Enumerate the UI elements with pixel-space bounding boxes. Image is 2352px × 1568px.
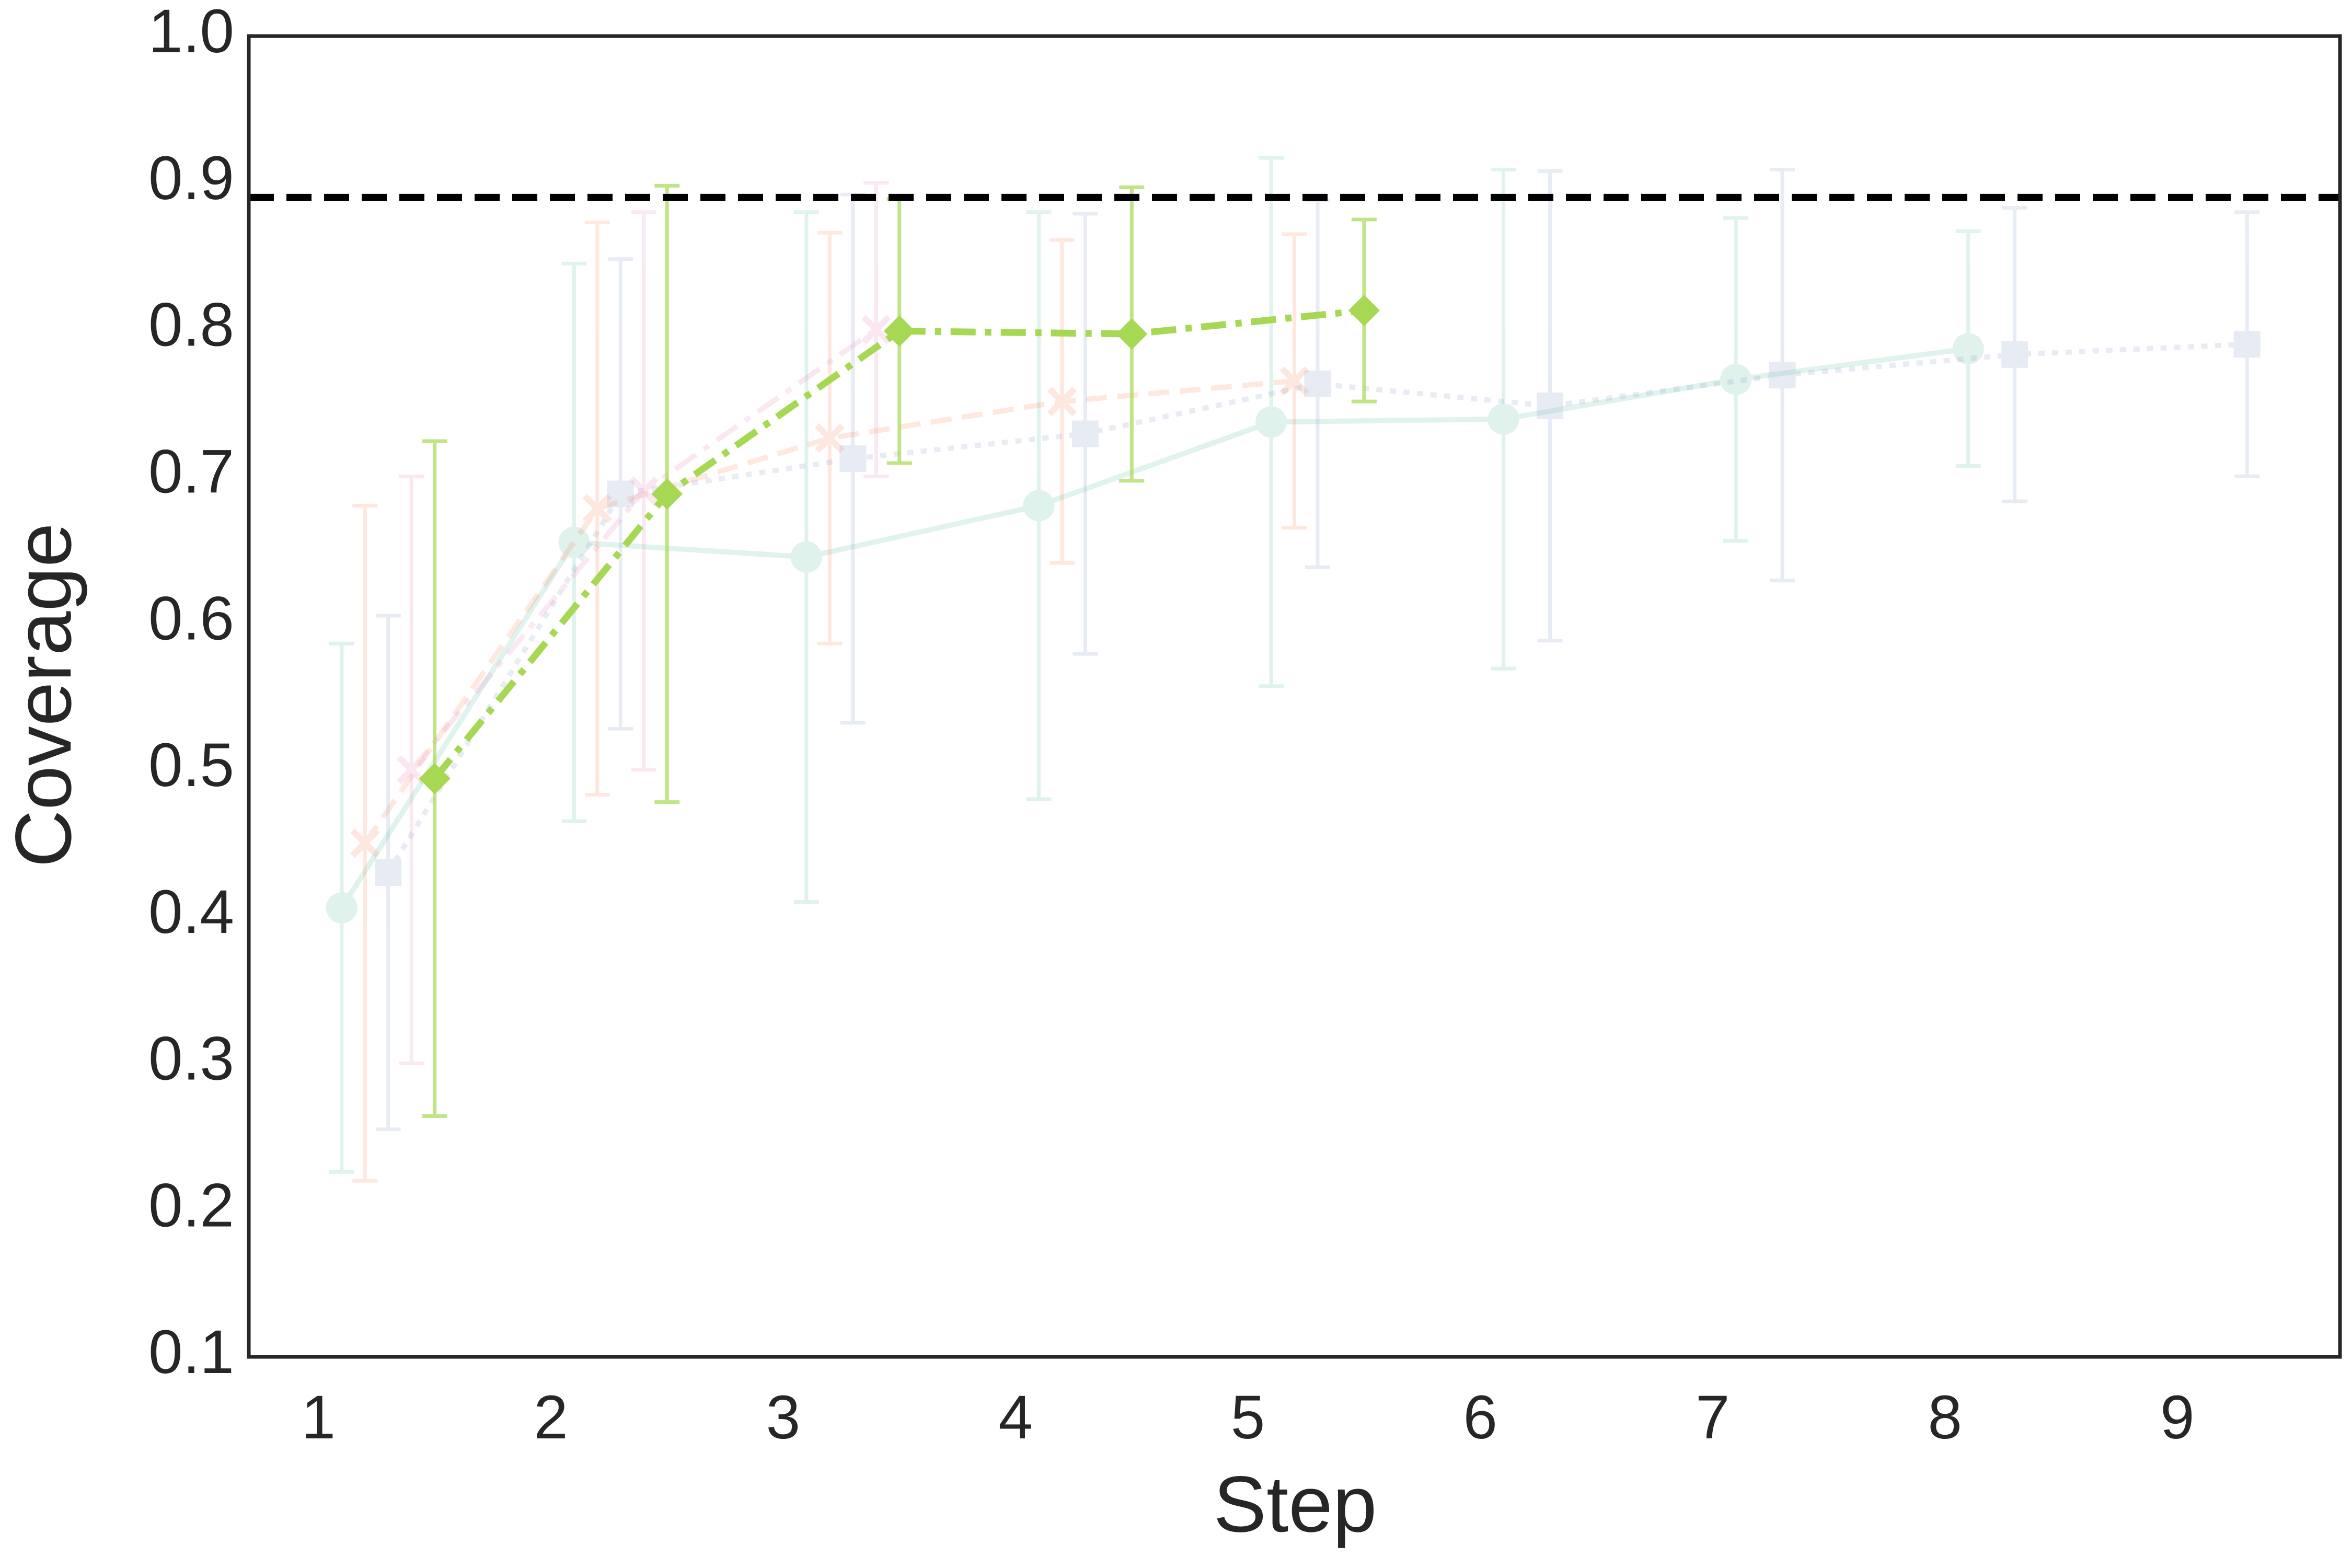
error-bar xyxy=(1282,232,1307,530)
x-axis-label: Step xyxy=(1214,1460,1377,1549)
error-bar xyxy=(2234,210,2260,478)
series xyxy=(350,221,1309,1183)
x-tick-label: 7 xyxy=(1696,1383,1730,1452)
marker xyxy=(419,763,451,794)
error-bar xyxy=(375,614,401,1132)
marker xyxy=(2001,341,2028,368)
error-bar xyxy=(399,474,424,1065)
error-bar xyxy=(631,210,656,772)
error-bar xyxy=(1491,168,1516,671)
y-tick-label: 0.9 xyxy=(148,144,234,213)
x-tick-label: 6 xyxy=(1463,1383,1497,1452)
series-line xyxy=(339,346,1969,909)
series-line xyxy=(386,341,2247,874)
error-bar xyxy=(1073,212,1098,656)
marker xyxy=(1537,393,1564,420)
series-line xyxy=(363,378,1295,845)
error-bar xyxy=(793,210,819,904)
marker xyxy=(790,541,822,573)
marker xyxy=(2233,331,2261,358)
y-tick-label: 0.6 xyxy=(148,584,234,653)
y-tick-label: 0.4 xyxy=(148,878,234,947)
marker xyxy=(883,315,915,347)
x-tick-label: 9 xyxy=(2160,1383,2195,1452)
marker xyxy=(1304,370,1331,397)
marker xyxy=(1720,364,1752,396)
error-bar xyxy=(352,503,378,1183)
marker xyxy=(1279,366,1309,396)
x-tick-label: 8 xyxy=(1928,1383,1962,1452)
marker xyxy=(1071,420,1099,447)
marker xyxy=(1023,490,1055,522)
x-tick-label: 5 xyxy=(1231,1383,1265,1452)
plot-frame xyxy=(247,34,2342,1359)
marker xyxy=(1348,295,1380,327)
error-bar xyxy=(863,181,889,478)
marker xyxy=(1047,386,1077,417)
marker xyxy=(861,315,891,344)
series-line xyxy=(432,307,1365,781)
marker xyxy=(1255,406,1287,438)
marker xyxy=(1769,362,1796,389)
marker xyxy=(839,445,867,472)
error-bar xyxy=(1770,168,1795,583)
series-line xyxy=(409,327,878,772)
marker xyxy=(558,526,590,558)
error-bar xyxy=(1259,156,1284,688)
error-bar xyxy=(1026,210,1052,801)
error-bar xyxy=(561,261,587,823)
marker xyxy=(815,423,845,453)
marker xyxy=(1488,403,1519,435)
marker xyxy=(607,480,634,508)
y-tick-label: 1.0 xyxy=(148,0,234,66)
y-tick-label: 0.2 xyxy=(148,1171,234,1240)
error-bar xyxy=(1537,169,1563,643)
marker xyxy=(582,493,613,524)
marker xyxy=(1116,318,1148,350)
marker xyxy=(350,828,380,858)
error-bar xyxy=(817,230,843,645)
series xyxy=(326,156,1984,1174)
error-bar xyxy=(2002,206,2027,503)
marker xyxy=(629,476,659,506)
series xyxy=(396,181,891,1065)
error-bar xyxy=(1049,238,1075,565)
y-tick-label: 0.5 xyxy=(148,731,234,800)
y-axis-label: Coverage xyxy=(0,523,88,867)
x-tick-label: 1 xyxy=(302,1383,336,1452)
marker xyxy=(326,892,358,924)
series xyxy=(419,183,1380,1119)
marker xyxy=(375,859,402,886)
x-tick-label: 3 xyxy=(766,1383,801,1452)
error-bar xyxy=(329,641,354,1174)
y-tick-label: 0.3 xyxy=(148,1024,234,1093)
series xyxy=(375,168,2261,1132)
marker xyxy=(1952,333,1984,365)
marker xyxy=(651,478,683,510)
y-tick-label: 0.8 xyxy=(148,291,234,360)
error-bar xyxy=(1723,216,1749,543)
x-tick-label: 4 xyxy=(998,1383,1033,1452)
y-tick-label: 0.7 xyxy=(148,437,234,506)
error-bar xyxy=(608,257,633,731)
error-bar xyxy=(1955,229,1981,468)
x-tick-label: 2 xyxy=(534,1383,568,1452)
error-bar xyxy=(584,221,610,797)
y-tick-label: 0.1 xyxy=(148,1318,234,1387)
